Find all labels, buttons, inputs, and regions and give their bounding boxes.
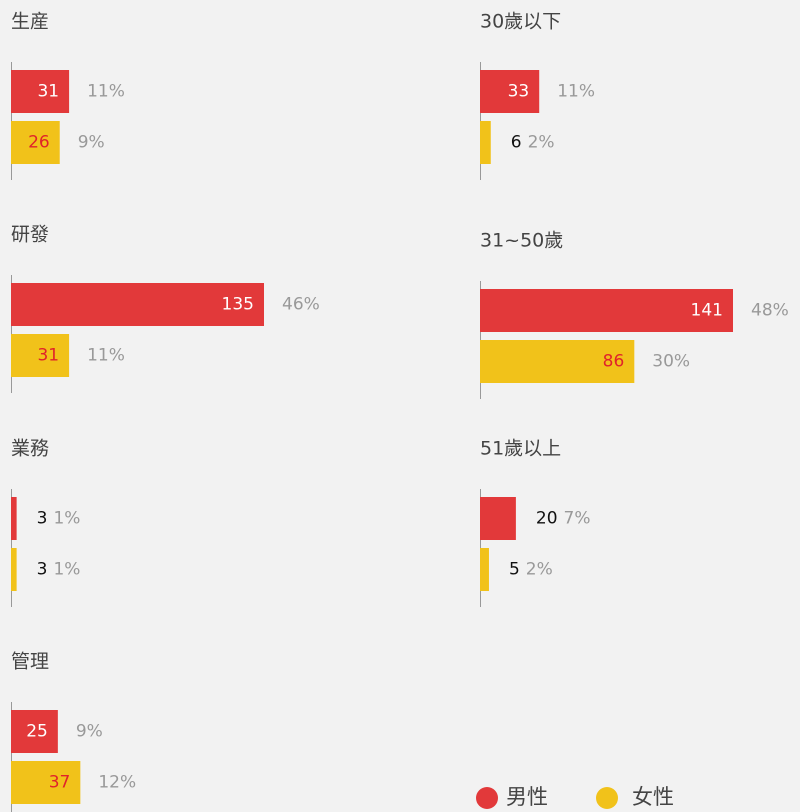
bar	[480, 340, 635, 383]
bar	[480, 497, 516, 540]
value-label: 6	[511, 133, 522, 153]
percent-label: 7%	[564, 509, 591, 529]
value-label: 86	[603, 352, 625, 372]
legend-label: 女性	[632, 785, 674, 809]
bar	[11, 283, 264, 326]
percent-label: 48%	[751, 301, 789, 321]
value-label: 37	[49, 773, 71, 793]
percent-label: 11%	[87, 346, 125, 366]
value-label: 31	[37, 82, 59, 102]
bar	[11, 761, 81, 804]
chart-title: 30歲以下	[480, 11, 561, 33]
chart-title: 生産	[11, 11, 49, 33]
chart-title: 31~50歲	[480, 230, 563, 252]
legend-swatch	[596, 787, 618, 809]
percent-label: 11%	[87, 82, 125, 102]
percent-label: 30%	[652, 352, 690, 372]
percent-label: 2%	[528, 133, 555, 153]
bar	[11, 121, 60, 164]
bar	[480, 289, 733, 332]
chart-title: 51歲以上	[480, 438, 561, 460]
bar	[480, 548, 489, 591]
chart-title: 管理	[11, 651, 49, 673]
legend-label: 男性	[506, 785, 548, 809]
bar	[480, 121, 491, 164]
value-label: 141	[691, 301, 723, 321]
bar	[11, 497, 17, 540]
percent-label: 9%	[78, 133, 105, 153]
bar	[11, 334, 70, 377]
percent-label: 46%	[282, 295, 320, 315]
chart-title: 業務	[11, 438, 49, 460]
value-label: 5	[509, 560, 520, 580]
percent-label: 9%	[76, 722, 103, 742]
percent-label: 1%	[53, 560, 80, 580]
percent-label: 12%	[98, 773, 136, 793]
value-label: 31	[37, 346, 59, 366]
bar	[11, 70, 70, 113]
bar	[11, 710, 58, 753]
legend-swatch	[476, 787, 498, 809]
percent-label: 11%	[557, 82, 595, 102]
bar	[11, 548, 17, 591]
value-label: 3	[37, 509, 48, 529]
value-label: 26	[28, 133, 50, 153]
value-label: 25	[26, 722, 48, 742]
bar	[480, 70, 540, 113]
percent-label: 2%	[526, 560, 553, 580]
value-label: 3	[37, 560, 48, 580]
percent-label: 1%	[53, 509, 80, 529]
value-label: 135	[222, 295, 254, 315]
value-label: 33	[508, 82, 530, 102]
value-label: 20	[536, 509, 558, 529]
chart-title: 研發	[11, 224, 49, 246]
